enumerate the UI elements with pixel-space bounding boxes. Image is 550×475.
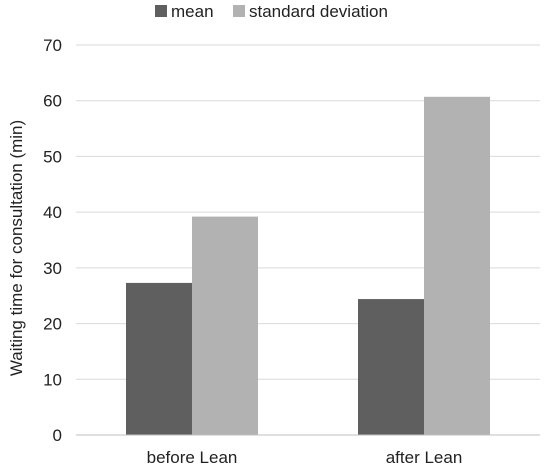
y-tick-label: 40 (43, 203, 62, 222)
bar-std-dev (424, 96, 490, 436)
y-tick-label: 50 (43, 147, 62, 166)
y-tick-label: 30 (43, 259, 62, 278)
y-tick-label: 70 (43, 36, 62, 55)
x-tick-label: after Lean (386, 448, 463, 467)
bar-mean (126, 282, 192, 435)
y-axis-label: Waiting time for consultation (min) (7, 120, 26, 376)
legend-swatch (155, 5, 167, 17)
bar-mean (358, 299, 424, 435)
bar-std-dev (192, 216, 258, 435)
legend: mean standard deviation (155, 2, 388, 21)
y-tick-label: 60 (43, 92, 62, 111)
y-tick-label: 20 (43, 315, 62, 334)
y-axis-ticks: 0 10 20 30 40 50 60 70 (43, 36, 62, 445)
legend-label: standard deviation (249, 2, 388, 21)
y-tick-label: 0 (53, 426, 62, 445)
x-tick-label: before Lean (147, 448, 238, 467)
legend-swatch (233, 5, 245, 17)
legend-label: mean (171, 2, 214, 21)
bars (126, 96, 490, 436)
x-axis-ticks: before Lean after Lean (147, 448, 463, 467)
y-tick-label: 10 (43, 370, 62, 389)
